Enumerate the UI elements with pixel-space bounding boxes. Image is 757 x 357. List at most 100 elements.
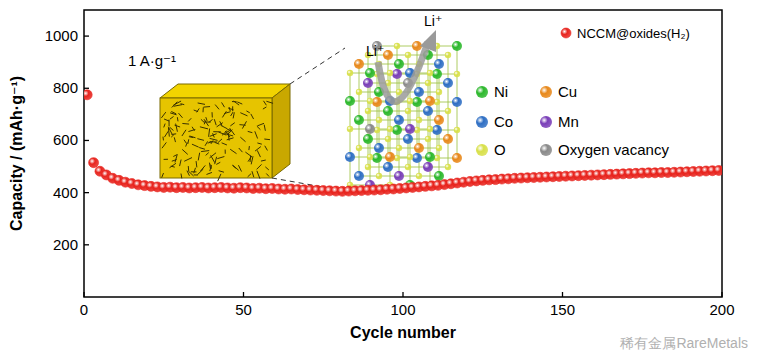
watermark: 稀有金属RareMetals bbox=[620, 335, 748, 351]
cube-texture bbox=[233, 165, 238, 170]
cube-texture bbox=[187, 140, 189, 144]
element-label: Cu bbox=[558, 83, 577, 100]
y-tick bbox=[84, 35, 89, 36]
cube-texture bbox=[206, 153, 209, 155]
atom bbox=[412, 153, 422, 163]
cube-front bbox=[160, 98, 272, 178]
atom bbox=[365, 68, 375, 78]
cube-texture bbox=[218, 157, 224, 159]
cube-texture bbox=[164, 124, 165, 127]
cube-texture bbox=[206, 118, 207, 121]
atom bbox=[445, 108, 451, 114]
cube-texture bbox=[214, 120, 216, 125]
atom bbox=[387, 70, 393, 76]
x-tick bbox=[721, 292, 722, 297]
atom bbox=[345, 96, 355, 106]
atom bbox=[434, 115, 444, 125]
data-point bbox=[89, 158, 99, 168]
atom bbox=[367, 98, 373, 104]
cube-texture bbox=[189, 130, 195, 132]
y-tick-label: 200 bbox=[53, 236, 78, 253]
atom bbox=[374, 143, 384, 153]
cube-texture bbox=[233, 113, 234, 118]
data-points bbox=[84, 90, 722, 197]
cube-texture bbox=[243, 122, 247, 129]
cube-texture bbox=[257, 126, 260, 129]
x-tick bbox=[402, 292, 403, 297]
cube-texture bbox=[190, 136, 195, 138]
atom bbox=[416, 117, 422, 123]
atom bbox=[434, 171, 444, 181]
cube-texture bbox=[163, 137, 164, 140]
y-tick-label: 600 bbox=[53, 131, 78, 148]
cube-texture bbox=[233, 166, 236, 168]
cube-texture bbox=[255, 147, 260, 151]
cube-texture bbox=[258, 143, 262, 144]
cube-texture bbox=[192, 144, 198, 147]
cube-texture bbox=[258, 123, 264, 125]
y-axis-label: Capacity / (mAh·g⁻¹) bbox=[8, 76, 25, 231]
atom bbox=[387, 126, 393, 132]
cube-texture bbox=[201, 166, 205, 171]
cube-texture bbox=[267, 174, 269, 176]
cube-texture bbox=[215, 157, 217, 164]
cube-texture bbox=[164, 119, 168, 121]
atom bbox=[414, 87, 424, 97]
cube-texture bbox=[181, 103, 184, 105]
cube-texture bbox=[204, 121, 206, 124]
atom bbox=[385, 152, 395, 162]
cube-texture bbox=[213, 134, 214, 137]
atom bbox=[432, 69, 442, 79]
atom bbox=[392, 125, 402, 135]
cube-texture bbox=[194, 168, 196, 173]
atom bbox=[396, 145, 402, 151]
cube-texture bbox=[184, 140, 186, 143]
atom bbox=[445, 164, 451, 170]
cube-texture bbox=[210, 153, 216, 158]
data-point bbox=[84, 90, 92, 100]
cube-texture bbox=[182, 130, 186, 136]
cube-texture bbox=[219, 132, 226, 135]
plot-frame bbox=[84, 10, 722, 297]
element-swatch bbox=[540, 86, 552, 98]
cube-texture bbox=[218, 174, 221, 181]
atom bbox=[363, 134, 373, 144]
cube-texture bbox=[266, 167, 269, 170]
atom bbox=[345, 152, 355, 162]
cube-texture bbox=[210, 134, 216, 136]
cube-texture bbox=[227, 138, 233, 140]
cube-texture bbox=[200, 127, 207, 129]
cube-texture bbox=[231, 149, 237, 153]
atom bbox=[394, 59, 404, 69]
atom bbox=[383, 162, 393, 172]
cube-texture bbox=[225, 150, 226, 153]
atom bbox=[407, 154, 413, 160]
cube-texture bbox=[255, 132, 257, 138]
cube-texture bbox=[162, 173, 164, 177]
cube-texture bbox=[232, 107, 233, 111]
cube-texture bbox=[238, 102, 242, 104]
atom bbox=[392, 69, 402, 79]
element-swatch bbox=[476, 86, 488, 98]
cube-texture bbox=[170, 164, 176, 168]
cube-texture bbox=[230, 128, 235, 134]
cube-texture bbox=[188, 166, 189, 170]
cube-texture bbox=[231, 123, 235, 126]
cube-texture bbox=[170, 117, 173, 119]
cube-texture bbox=[210, 165, 212, 168]
annotation: Li⁺ bbox=[366, 43, 384, 59]
atom bbox=[432, 125, 442, 135]
cube-texture bbox=[162, 143, 166, 148]
atom bbox=[425, 136, 431, 142]
cube-texture bbox=[225, 112, 230, 114]
atom bbox=[407, 98, 413, 104]
atom bbox=[427, 70, 433, 76]
annotation: 1 A·g⁻¹ bbox=[128, 52, 176, 69]
x-tick bbox=[562, 292, 563, 297]
atom bbox=[416, 173, 422, 179]
cube-texture bbox=[218, 139, 222, 142]
atom bbox=[356, 145, 362, 151]
atom bbox=[394, 171, 404, 181]
atom bbox=[365, 164, 371, 170]
cube-texture bbox=[174, 105, 182, 106]
